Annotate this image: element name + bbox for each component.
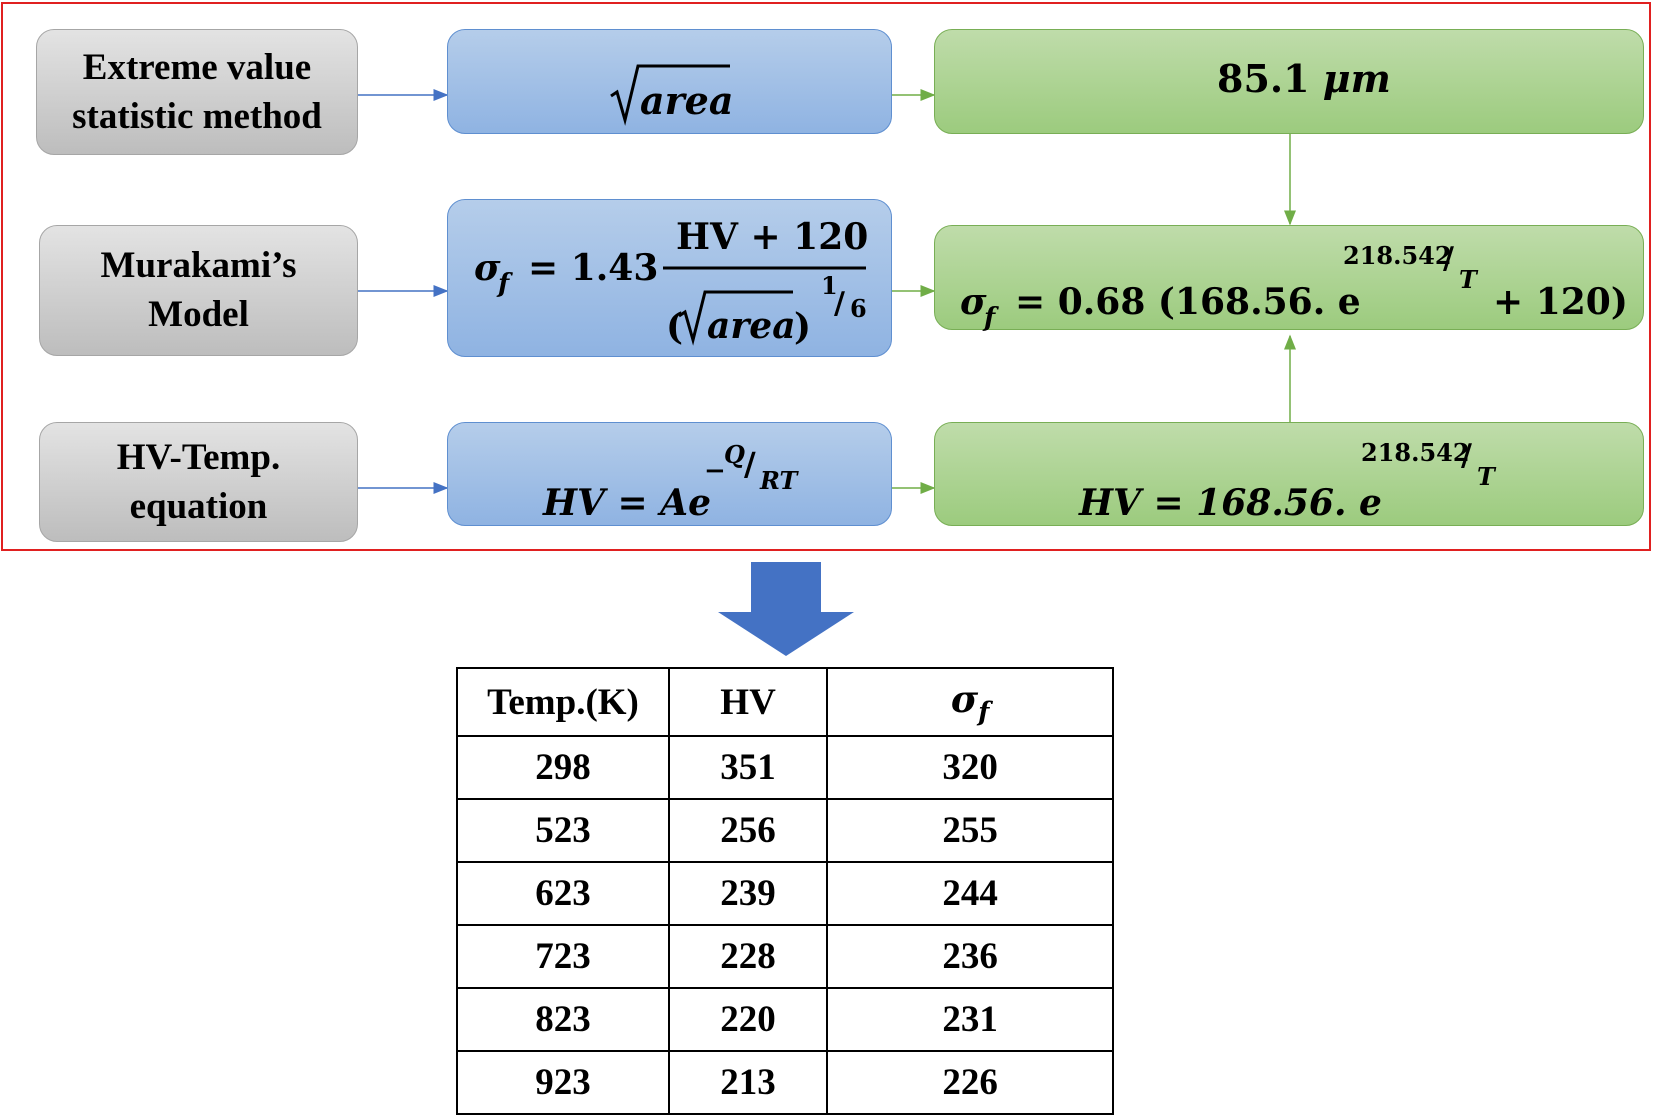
extreme-value-box: Extreme value statistic method	[36, 29, 358, 155]
hv-fitted-box: HV = 168.56. e 218.542 / T	[934, 422, 1644, 526]
sigma-result-exp-num: 218.542	[1343, 241, 1452, 270]
sqrt-area-box: area	[447, 29, 892, 134]
murakami-open-paren: (	[666, 306, 683, 348]
cell-hv: 220	[667, 987, 829, 1052]
sigma-result-box: σ f = 0.68 (168.56. e 218.542 / T + 120)	[934, 225, 1644, 331]
table-row: 823 220 231	[456, 987, 1114, 1052]
area-value-box: 85.1 μm	[934, 29, 1644, 134]
sigma-result-exp-den: T	[1459, 265, 1479, 294]
cell-hv: 213	[667, 1050, 829, 1115]
murakami-numerator: HV + 120	[676, 216, 868, 258]
hv-fitted-formula: HV = 168.56. e 218.542 / T	[1078, 438, 1497, 524]
cell-hv: 351	[667, 735, 829, 800]
table-row: 723 228 236	[456, 924, 1114, 989]
cell-sigma: 236	[826, 924, 1114, 989]
connectors	[358, 89, 1296, 494]
murakami-coefficient: = 1.43	[528, 247, 658, 289]
hv-temp-label-line1: HV-Temp.	[116, 437, 281, 478]
sqrt-area-text: area	[640, 78, 733, 123]
sigma-result-tail: + 120)	[1493, 281, 1628, 323]
sigma-result-formula: σ f = 0.68 (168.56. e 218.542 / T + 120)	[960, 241, 1628, 331]
murakami-close-paren: )	[794, 306, 811, 348]
cell-hv: 228	[667, 924, 829, 989]
cell-temp: 298	[456, 735, 670, 800]
murakami-formula-box: σ f = 1.43 HV + 120 ( area ) 1 / 6	[447, 199, 892, 357]
extreme-value-label-line1: Extreme value	[82, 47, 312, 88]
hv-fitted-exp-den: T	[1477, 462, 1497, 491]
hv-general-box: HV = Ae − Q / RT	[447, 422, 892, 526]
table-row: 923 213 226	[456, 1050, 1114, 1115]
hv-fitted-lhs: HV = 168.56. e	[1078, 482, 1382, 524]
hv-general-exp-slash: /	[744, 445, 756, 483]
sigma-result-sub: f	[982, 303, 999, 331]
cell-temp: 523	[456, 798, 670, 863]
cell-sigma: 226	[826, 1050, 1114, 1115]
table-row: 623 239 244	[456, 861, 1114, 926]
hv-fitted-exp-num: 218.542	[1361, 438, 1470, 467]
cell-hv: 256	[667, 798, 829, 863]
sqrt-area-formula: area	[610, 64, 733, 126]
cell-temp: 623	[456, 861, 670, 926]
hv-temp-box: HV-Temp. equation	[39, 422, 358, 542]
results-table: Temp.(K) HV σf 298 351 320 523 256 255 6…	[456, 667, 1114, 1115]
murakami-exp-slash: /	[834, 286, 845, 321]
cell-sigma: 231	[826, 987, 1114, 1052]
murakami-exp-num: 1	[821, 271, 838, 300]
cell-temp: 923	[456, 1050, 670, 1115]
workflow-frame	[1, 2, 1651, 551]
murakami-formula: σ f = 1.43 HV + 120 ( area ) 1 / 6	[474, 216, 868, 348]
header-hv: HV	[667, 667, 829, 737]
cell-temp: 723	[456, 924, 670, 989]
murakami-area: area	[707, 305, 796, 347]
table-header-row: Temp.(K) HV σf	[456, 667, 1114, 737]
table-row: 298 351 320	[456, 735, 1114, 800]
hv-general-lhs: HV = Ae	[542, 482, 711, 524]
sigma-result-sigma: σ	[960, 281, 987, 323]
sigma-result-body: = 0.68 (168.56. e	[1015, 281, 1361, 323]
murakami-sqrt-sign	[678, 290, 793, 346]
murakami-label-line1: Murakami’s	[100, 245, 297, 286]
hv-general-exp-den: RT	[759, 466, 800, 495]
header-sigma: σf	[826, 667, 1114, 737]
cell-temp: 823	[456, 987, 670, 1052]
cell-sigma: 320	[826, 735, 1114, 800]
murakami-exp-den: 6	[850, 294, 867, 323]
down-arrow-icon	[718, 562, 854, 656]
table-row: 523 256 255	[456, 798, 1114, 863]
murakami-sigma: σ	[474, 247, 501, 289]
murakami-label-line2: Model	[148, 294, 249, 335]
murakami-box: Murakami’s Model	[39, 225, 358, 356]
extreme-value-label-line2: statistic method	[72, 96, 322, 137]
hv-general-exp-minus: −	[704, 456, 726, 486]
cell-sigma: 244	[826, 861, 1114, 926]
hv-general-formula: HV = Ae − Q / RT	[542, 440, 800, 524]
cell-hv: 239	[667, 861, 829, 926]
hv-fitted-exp-slash: /	[1461, 438, 1472, 473]
hv-general-exp-num: Q	[724, 440, 745, 469]
murakami-sigma-sub: f	[496, 269, 513, 299]
hv-temp-label-line2: equation	[129, 486, 268, 527]
area-value-text: 85.1 μm	[1217, 56, 1391, 101]
cell-sigma: 255	[826, 798, 1114, 863]
header-temp: Temp.(K)	[456, 667, 670, 737]
sigma-result-exp-slash: /	[1443, 241, 1454, 276]
